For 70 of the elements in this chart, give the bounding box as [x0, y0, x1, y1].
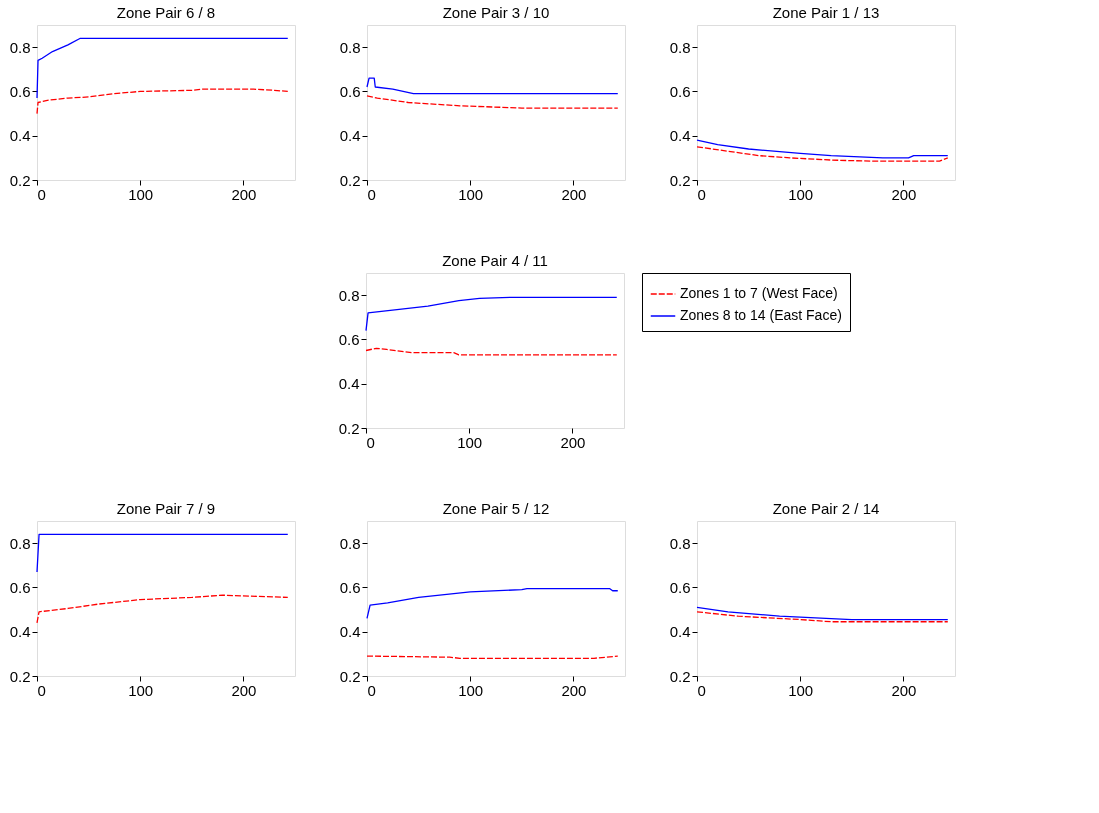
- y-tick-label: 0.8: [669, 38, 691, 56]
- line-series: [36, 594, 289, 624]
- line-series: [365, 347, 618, 356]
- x-tick-label: 100: [788, 185, 814, 203]
- y-tick-label: 0.8: [9, 534, 31, 552]
- chart-title: Zone Pair 7 / 9: [116, 500, 216, 517]
- y-tick-label: 0.8: [339, 38, 361, 56]
- y-tick-label: 0.4: [669, 623, 691, 641]
- line-series: [366, 77, 619, 95]
- y-tick-label: 0.4: [9, 127, 31, 145]
- line-series: [696, 606, 949, 621]
- x-tick-label: 0: [366, 433, 375, 451]
- x-tick-label: 200: [561, 185, 587, 203]
- x-tick-label: 100: [128, 681, 154, 699]
- x-tick-label: 100: [457, 433, 483, 451]
- line-series: [365, 296, 618, 332]
- x-tick-label: 0: [37, 681, 46, 699]
- x-tick-label: 200: [561, 681, 587, 699]
- y-tick-label: 0.8: [9, 38, 31, 56]
- x-tick-label: 200: [231, 185, 257, 203]
- x-tick-label: 100: [128, 185, 154, 203]
- chart-title: Zone Pair 3 / 10: [442, 4, 550, 21]
- x-tick-label: 0: [697, 681, 706, 699]
- y-tick-label: 0.6: [669, 578, 691, 596]
- line-series: [366, 587, 619, 620]
- y-tick-label: 0.6: [339, 578, 361, 596]
- y-tick-label: 0.4: [669, 127, 691, 145]
- x-tick-label: 100: [458, 185, 484, 203]
- x-tick-label: 0: [367, 185, 376, 203]
- y-tick-label: 0.2: [9, 171, 31, 189]
- y-tick-label: 0.6: [339, 82, 361, 100]
- x-tick-label: 0: [37, 185, 46, 203]
- y-tick-label: 0.6: [9, 578, 31, 596]
- x-tick-label: 100: [788, 681, 814, 699]
- chart-title: Zone Pair 5 / 12: [442, 500, 550, 517]
- legend-label: Zones 8 to 14 (East Face): [680, 307, 842, 323]
- line-series: [696, 611, 949, 623]
- y-tick-label: 0.4: [339, 127, 361, 145]
- x-tick-label: 0: [367, 681, 376, 699]
- x-tick-label: 200: [560, 433, 586, 451]
- y-tick-label: 0.6: [669, 82, 691, 100]
- y-tick-label: 0.2: [338, 419, 360, 437]
- x-tick-label: 100: [458, 681, 484, 699]
- legend-label: Zones 1 to 7 (West Face): [680, 285, 838, 301]
- y-tick-label: 0.8: [338, 286, 360, 304]
- y-tick-label: 0.8: [669, 534, 691, 552]
- y-tick-label: 0.4: [9, 623, 31, 641]
- chart-title: Zone Pair 4 / 11: [442, 251, 548, 269]
- y-tick-label: 0.4: [338, 375, 360, 393]
- y-tick-label: 0.8: [339, 534, 361, 552]
- y-tick-label: 0.2: [339, 667, 361, 685]
- y-tick-label: 0.2: [669, 667, 691, 685]
- y-tick-label: 0.6: [9, 82, 31, 100]
- line-series: [366, 95, 619, 109]
- x-tick-label: 200: [231, 681, 257, 699]
- line-series: [36, 88, 289, 115]
- x-tick-label: 200: [891, 681, 917, 699]
- y-tick-label: 0.2: [9, 667, 31, 685]
- chart-title: Zone Pair 1 / 13: [772, 4, 880, 21]
- chart-title: Zone Pair 2 / 14: [772, 500, 880, 517]
- y-tick-label: 0.2: [669, 171, 691, 189]
- y-tick-label: 0.2: [339, 171, 361, 189]
- line-series: [36, 37, 289, 99]
- x-tick-label: 200: [891, 185, 917, 203]
- chart-title: Zone Pair 6 / 8: [116, 4, 216, 21]
- y-tick-label: 0.6: [338, 330, 360, 348]
- y-tick-label: 0.4: [339, 623, 361, 641]
- line-series: [696, 139, 949, 159]
- x-tick-label: 0: [697, 185, 706, 203]
- line-series: [696, 146, 949, 162]
